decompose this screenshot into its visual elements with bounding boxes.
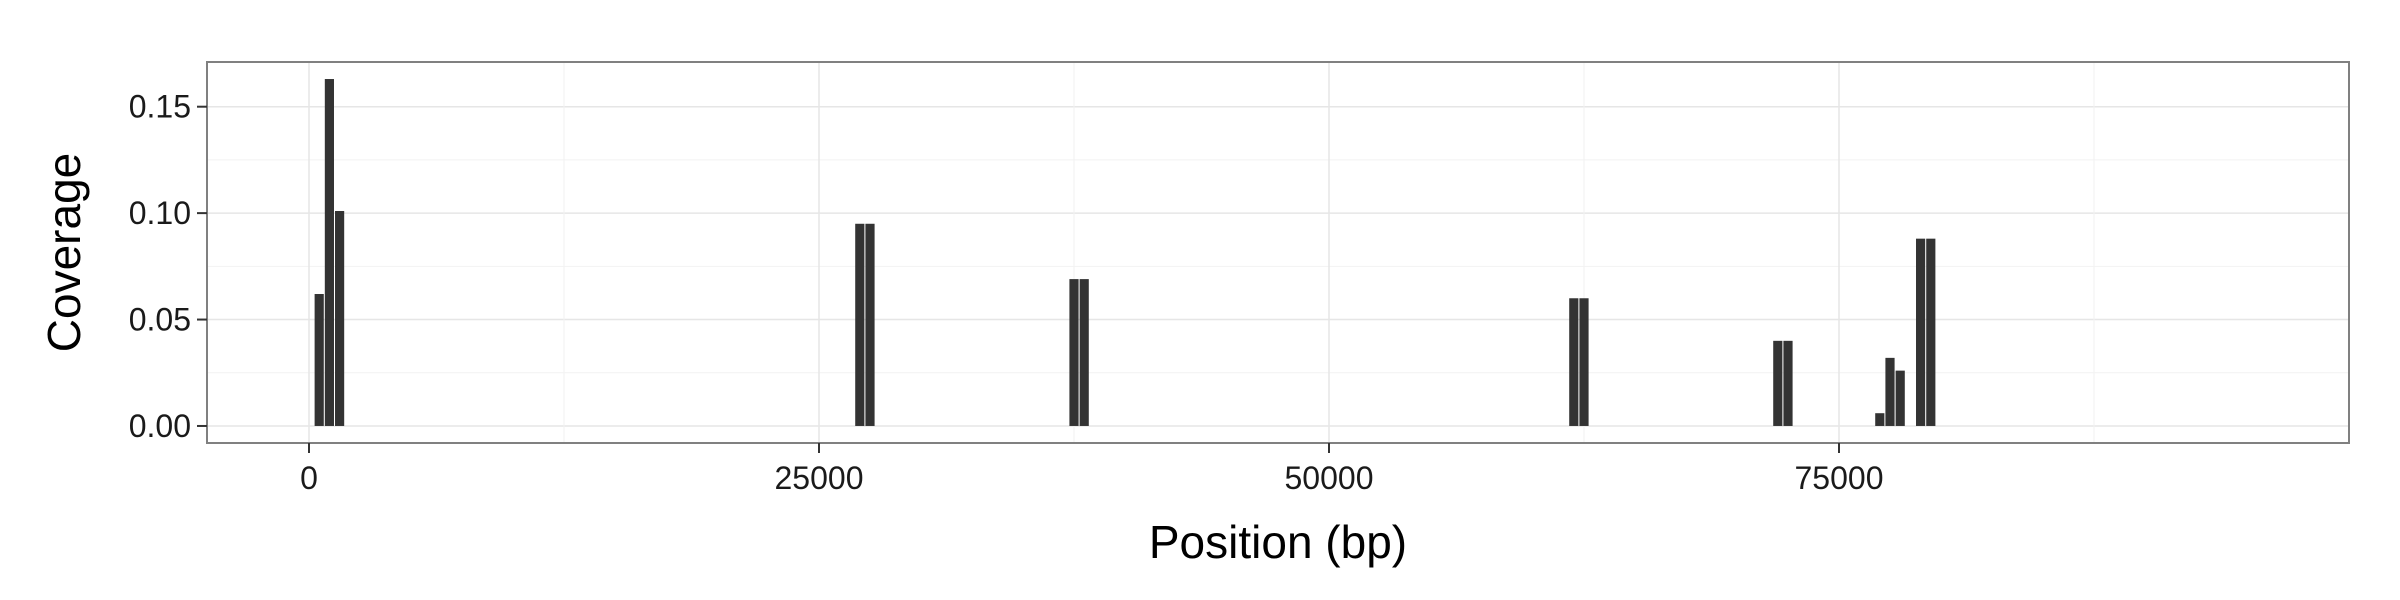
coverage-bar — [855, 223, 865, 426]
y-tick-label: 0.00 — [129, 408, 191, 444]
coverage-bar — [1773, 340, 1783, 426]
coverage-bar — [1069, 279, 1079, 426]
coverage-bar — [1885, 357, 1895, 426]
y-axis: 0.00 0.05 0.10 0.15 — [129, 89, 207, 444]
bars — [314, 79, 1936, 426]
y-tick-label: 0.15 — [129, 89, 191, 125]
coverage-bar — [1569, 298, 1579, 426]
x-tick-label: 25000 — [775, 460, 864, 496]
coverage-bar — [335, 210, 345, 426]
coverage-bar — [1895, 370, 1905, 426]
coverage-bar — [1875, 413, 1885, 426]
coverage-bar — [324, 79, 334, 426]
x-tick-label: 0 — [300, 460, 318, 496]
coverage-bar — [314, 294, 324, 426]
x-tick-label: 50000 — [1285, 460, 1374, 496]
x-tick-label: 75000 — [1795, 460, 1884, 496]
coverage-bar — [865, 223, 875, 426]
y-axis-title: Coverage — [38, 153, 90, 352]
x-axis-title: Position (bp) — [1149, 516, 1407, 568]
plot-panel-border — [206, 61, 2350, 444]
coverage-bar — [1916, 238, 1926, 426]
grid — [207, 62, 2349, 443]
coverage-bar — [1079, 279, 1089, 426]
coverage-bar — [1783, 340, 1793, 426]
y-tick-label: 0.05 — [129, 302, 191, 338]
y-tick-label: 0.10 — [129, 195, 191, 231]
coverage-bar — [1926, 238, 1936, 426]
x-axis: 0 25000 50000 75000 — [300, 443, 1883, 496]
coverage-bar — [1579, 298, 1589, 426]
